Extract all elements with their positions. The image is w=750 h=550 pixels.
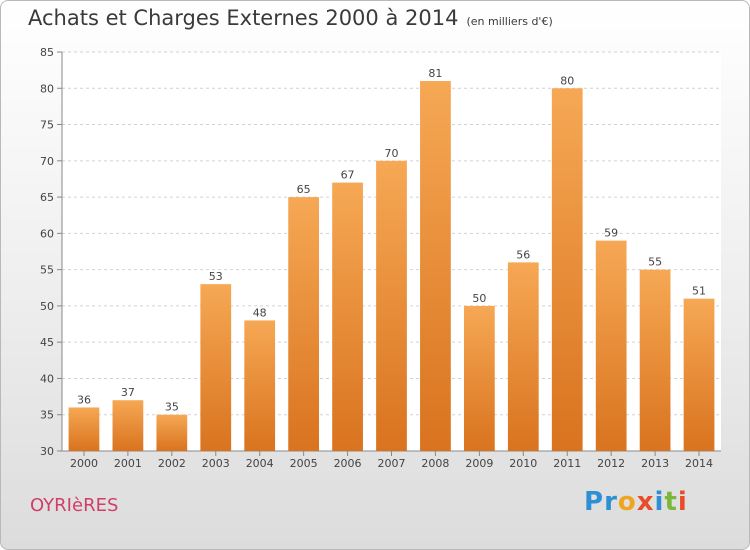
x-tick-label: 2009 [465, 457, 493, 470]
bar [595, 240, 627, 451]
data-label: 70 [385, 147, 399, 160]
bar [507, 262, 539, 451]
data-label: 80 [560, 74, 574, 87]
data-label: 53 [209, 270, 223, 283]
logo-letter: x [636, 487, 655, 517]
bar [420, 81, 451, 451]
y-tick-label: 60 [40, 227, 54, 240]
bar [68, 407, 100, 451]
y-tick-label: 75 [40, 119, 54, 132]
logo-letter: i [677, 487, 688, 517]
x-tick-label: 2012 [597, 457, 625, 470]
y-tick-label: 70 [40, 155, 54, 168]
x-tick-label: 2006 [334, 457, 362, 470]
y-tick-label: 40 [40, 372, 54, 385]
y-tick-label: 65 [40, 191, 54, 204]
chart-title-main: Achats et Charges Externes 2000 à 2014 [28, 6, 459, 30]
logo-letter: t [664, 487, 678, 517]
bar [463, 305, 495, 451]
x-tick-label: 2014 [685, 457, 713, 470]
y-tick-label: 45 [40, 336, 54, 349]
data-label: 35 [165, 401, 179, 414]
chart-unit: (en milliers d'€) [466, 15, 553, 28]
x-tick-label: 2004 [246, 457, 274, 470]
bar [156, 414, 188, 451]
bar [332, 182, 363, 451]
data-label: 67 [341, 169, 355, 182]
x-tick-label: 2011 [553, 457, 581, 470]
bar [288, 197, 320, 451]
data-label: 50 [472, 292, 486, 305]
logo-letter: i [654, 487, 665, 517]
x-tick-label: 2008 [421, 457, 449, 470]
bar [683, 298, 715, 451]
data-label: 37 [121, 386, 135, 399]
x-tick-label: 2010 [509, 457, 537, 470]
x-tick-label: 2000 [70, 457, 98, 470]
commune-name: OYRIèRES [30, 495, 119, 516]
logo-letter: r [604, 487, 618, 517]
data-label: 65 [297, 183, 311, 196]
logo-letter: o [617, 487, 637, 517]
bar [376, 160, 407, 451]
data-label: 56 [516, 248, 530, 261]
bar [112, 400, 144, 451]
y-tick-label: 85 [40, 46, 54, 59]
chart-title: Achats et Charges Externes 2000 à 2014 (e… [28, 6, 553, 30]
data-label: 55 [648, 256, 662, 269]
x-tick-label: 2002 [158, 457, 186, 470]
y-tick-label: 55 [40, 264, 54, 277]
x-tick-label: 2013 [641, 457, 669, 470]
data-label: 51 [692, 285, 706, 298]
data-label: 81 [428, 67, 442, 80]
data-label: 59 [604, 227, 618, 240]
x-tick-label: 2007 [378, 457, 406, 470]
data-label: 36 [77, 393, 91, 406]
bar [639, 269, 671, 451]
x-tick-label: 2001 [114, 457, 142, 470]
x-tick-label: 2003 [202, 457, 230, 470]
bar [551, 88, 583, 451]
y-tick-label: 35 [40, 409, 54, 422]
proxiti-logo: Proxiti [584, 487, 688, 517]
y-tick-label: 50 [40, 300, 54, 313]
y-tick-label: 30 [40, 445, 54, 458]
x-tick-label: 2005 [290, 457, 318, 470]
data-label: 48 [253, 306, 267, 319]
logo-letter: P [584, 487, 605, 517]
bar [200, 284, 232, 451]
bar [244, 320, 276, 451]
y-tick-label: 80 [40, 82, 54, 95]
